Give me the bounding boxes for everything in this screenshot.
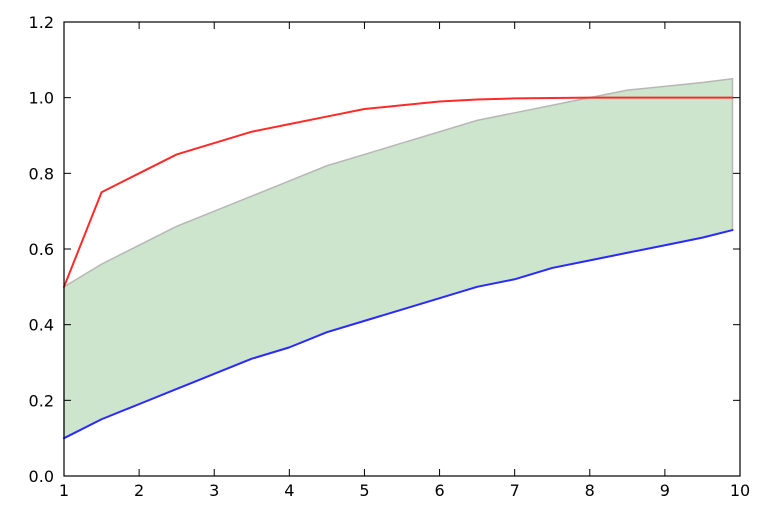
y-tick-label: 0.4 <box>29 316 54 335</box>
x-tick-label: 1 <box>59 481 69 500</box>
y-tick-label: 0.8 <box>29 164 54 183</box>
x-tick-label: 9 <box>660 481 670 500</box>
axes-frame <box>63 21 741 477</box>
x-tick-label: 4 <box>284 481 294 500</box>
series-line-2 <box>63 229 734 440</box>
x-tick-label: 3 <box>209 481 219 500</box>
tick-labels: 1 2 3 4 5 6 7 8 9 10 0.0 0.2 0.4 0.6 0.8 1.0 1.2 <box>29 13 751 500</box>
y-tick-label: 1.2 <box>29 13 54 32</box>
ticks <box>63 21 741 477</box>
x-tick-label: 2 <box>134 481 144 500</box>
x-tick-label: 10 <box>730 481 750 500</box>
y-tick-label: 1.0 <box>29 89 54 108</box>
plot-area <box>63 77 734 440</box>
x-tick-label: 5 <box>359 481 369 500</box>
x-tick-label: 7 <box>510 481 520 500</box>
x-tick-label: 6 <box>434 481 444 500</box>
y-tick-label: 0.6 <box>29 240 54 259</box>
y-tick-label: 0.2 <box>29 391 54 410</box>
series-line-1 <box>63 96 734 288</box>
y-tick-label: 0.0 <box>29 467 54 486</box>
x-tick-label: 8 <box>585 481 595 500</box>
